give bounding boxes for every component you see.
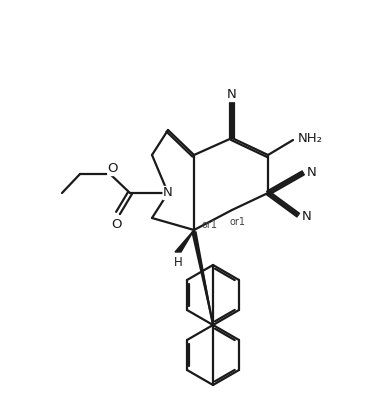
Text: H: H	[174, 256, 182, 268]
Text: or1: or1	[202, 220, 218, 230]
Text: N: N	[227, 88, 237, 100]
Text: O: O	[108, 162, 118, 176]
Polygon shape	[175, 230, 194, 252]
Text: O: O	[111, 218, 121, 232]
Text: N: N	[307, 166, 317, 178]
Polygon shape	[192, 232, 213, 325]
Text: N: N	[302, 209, 312, 223]
Text: or1: or1	[229, 217, 245, 227]
Text: N: N	[163, 187, 173, 199]
Text: NH₂: NH₂	[297, 133, 323, 145]
